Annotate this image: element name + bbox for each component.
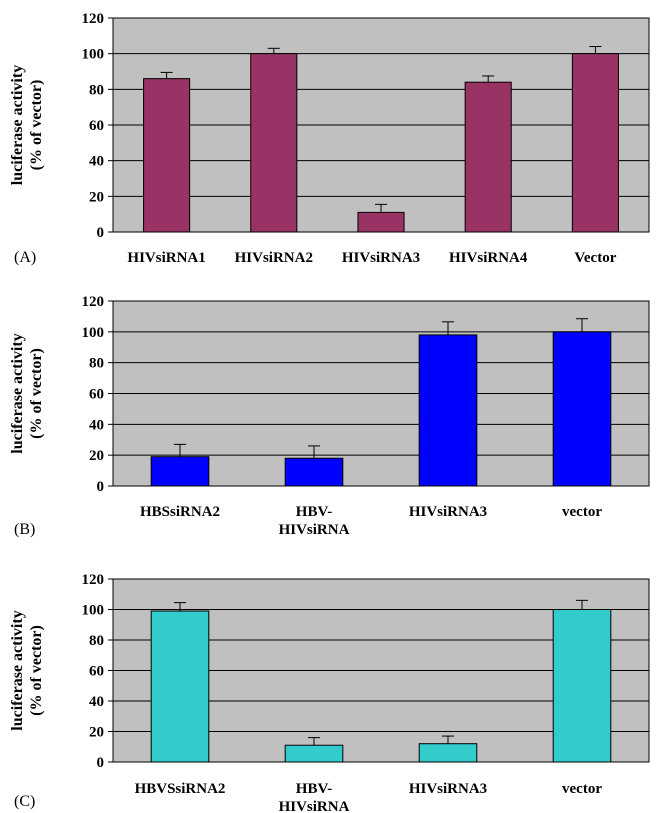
- y-tick-label: 40: [89, 154, 104, 170]
- y-tick-label: 60: [89, 387, 104, 403]
- x-category-label: HBV-HIVsiRNA: [279, 781, 350, 813]
- y-tick-label: 120: [82, 572, 105, 588]
- y-axis-label: luciferase activity (% of vector): [9, 610, 45, 730]
- y-tick-label: 100: [82, 325, 105, 341]
- bar: [464, 81, 512, 233]
- y-tick-label: 120: [82, 294, 105, 310]
- chart-panel-2: 0 20 40 60 80 100 120 HBVSsiRNA2 HBV-HIVsiRNA HIV…: [9, 572, 650, 813]
- x-category-label: HIVsiRNA3: [409, 781, 487, 797]
- panel-label: (A): [14, 249, 36, 266]
- y-tick-label: 0: [97, 755, 105, 771]
- bar: [552, 609, 612, 763]
- y-tick-label: 60: [89, 664, 104, 680]
- y-axis-label: luciferase activity (% of vector): [9, 65, 45, 185]
- bar: [250, 53, 298, 233]
- x-category-label: vector: [562, 781, 602, 797]
- bar: [418, 743, 478, 763]
- y-tick-label: 0: [97, 225, 105, 241]
- y-tick-label: 100: [82, 47, 105, 63]
- x-category-label: HIVsiRNA1: [127, 250, 205, 266]
- bar: [571, 53, 619, 233]
- bar: [150, 456, 210, 487]
- y-tick-label: 40: [89, 417, 104, 433]
- x-category-label: HBSsiRNA2: [140, 504, 220, 520]
- bar: [552, 331, 612, 487]
- y-tick-label: 80: [89, 82, 104, 98]
- x-category-label: HIVsiRNA4: [449, 250, 528, 266]
- y-tick-label: 40: [89, 694, 104, 710]
- bar: [150, 610, 210, 763]
- panel-label: (B): [14, 521, 35, 538]
- y-axis-label: luciferase activity (% of vector): [9, 333, 45, 453]
- x-category-label: HBV-HIVsiRNA: [279, 504, 350, 538]
- y-tick-label: 60: [89, 118, 104, 134]
- y-tick-label: 120: [82, 11, 105, 27]
- y-tick-label: 0: [97, 479, 105, 495]
- y-tick-label: 80: [89, 356, 104, 372]
- y-tick-label: 20: [89, 725, 104, 741]
- x-category-label: HBVSsiRNA2: [135, 781, 226, 797]
- y-tick-label: 20: [89, 189, 104, 205]
- chart-panel-0: 0 20 40 60 80 100 120 HIVsiRNA1 HIVsiRNA2 HIVsiRN…: [9, 11, 650, 266]
- bar: [143, 78, 191, 233]
- bar: [284, 744, 344, 763]
- chart-panel-1: 0 20 40 60 80 100 120 HBSsiRNA2 HBV-HIVsiRNA HIVs…: [9, 294, 650, 538]
- x-category-label: Vector: [574, 250, 616, 266]
- panel-label: (C): [14, 793, 35, 810]
- y-tick-label: 100: [82, 603, 105, 619]
- y-tick-label: 80: [89, 633, 104, 649]
- bar: [357, 211, 405, 233]
- y-tick-label: 20: [89, 448, 104, 464]
- bar: [418, 334, 478, 487]
- bar: [284, 457, 344, 487]
- x-category-label: HIVsiRNA3: [409, 504, 487, 520]
- x-category-label: vector: [562, 504, 602, 520]
- x-category-label: HIVsiRNA2: [235, 250, 313, 266]
- x-category-label: HIVsiRNA3: [342, 250, 420, 266]
